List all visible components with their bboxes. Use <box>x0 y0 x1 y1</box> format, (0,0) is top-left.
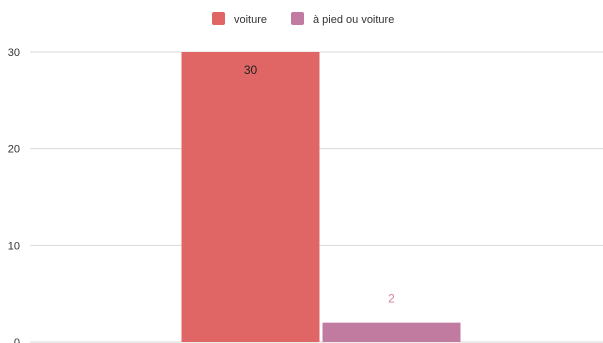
legend-label-0: voiture <box>234 14 267 26</box>
bars <box>181 52 461 342</box>
y-tick-label-30: 30 <box>8 47 20 59</box>
y-tick-label-10: 10 <box>8 240 20 252</box>
bar-1 <box>322 322 461 342</box>
y-axis: 0 10 20 30 <box>8 47 20 343</box>
data-label-0: 30 <box>244 63 258 77</box>
y-tick-label-20: 20 <box>8 144 20 156</box>
legend-swatch-1 <box>291 12 304 25</box>
legend: voiture à pied ou voiture <box>212 12 394 26</box>
legend-swatch-0 <box>212 12 225 25</box>
legend-label-1: à pied ou voiture <box>313 14 394 26</box>
data-labels: 30 2 <box>244 63 395 306</box>
bar-0 <box>181 52 320 342</box>
data-label-1: 2 <box>388 292 395 306</box>
y-tick-label-0: 0 <box>14 337 20 343</box>
